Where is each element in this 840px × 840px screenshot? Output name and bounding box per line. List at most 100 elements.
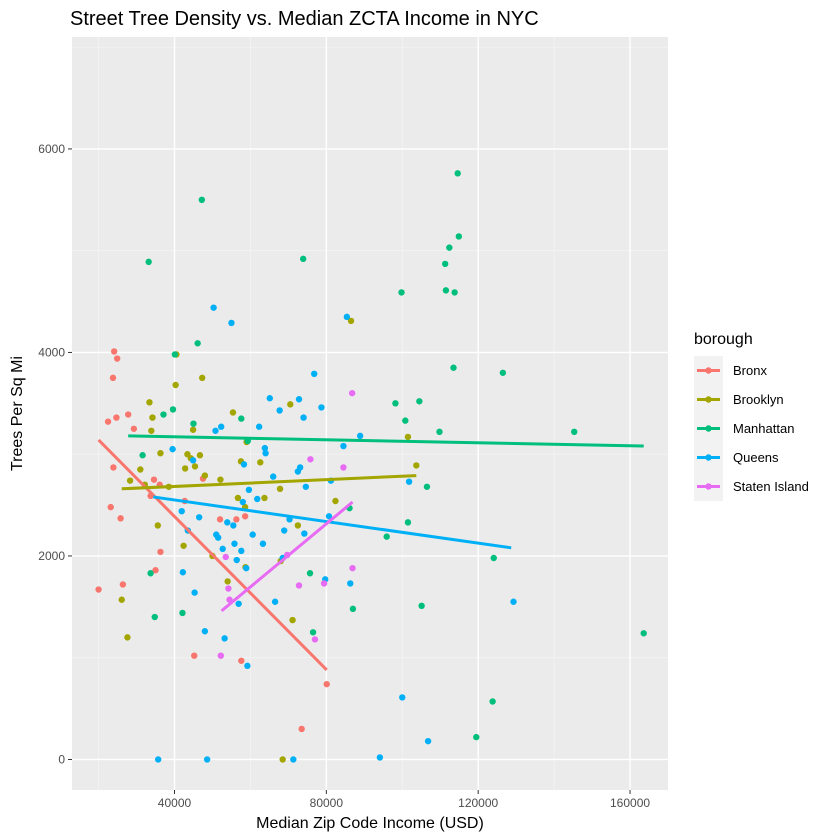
data-point <box>154 756 162 763</box>
data-point <box>110 464 117 471</box>
x-axis-ticks: 40000 80000 120000 160000 <box>158 790 650 810</box>
data-point <box>325 513 333 520</box>
trend-lines <box>97 434 644 671</box>
legend-key-point <box>705 425 712 432</box>
data-point <box>261 444 269 452</box>
data-point <box>234 494 242 502</box>
data-point <box>404 433 412 441</box>
data-point <box>340 442 347 450</box>
data-point <box>276 485 284 492</box>
data-point <box>301 530 308 537</box>
data-point <box>152 567 159 574</box>
data-point <box>224 578 231 585</box>
data-point <box>416 398 423 405</box>
data-point <box>169 445 176 453</box>
data-point <box>217 423 225 430</box>
data-point <box>147 570 154 577</box>
data-point <box>266 395 273 402</box>
data-point <box>118 596 125 603</box>
data-point <box>110 348 118 355</box>
data-point <box>214 534 222 541</box>
data-point <box>169 406 177 413</box>
data-point <box>137 466 144 473</box>
data-point <box>299 255 307 263</box>
data-point <box>302 483 310 490</box>
data-point <box>222 553 229 561</box>
data-point <box>289 616 296 624</box>
data-point <box>241 513 249 520</box>
data-point <box>199 374 206 382</box>
data-point <box>212 427 219 434</box>
data-point <box>311 636 319 643</box>
trend-line <box>128 434 644 448</box>
data-point <box>340 464 347 471</box>
y-tick-label: 6000 <box>38 142 65 156</box>
trend-line <box>220 500 354 613</box>
data-point <box>348 389 356 397</box>
data-point <box>399 694 406 701</box>
legend-key-point <box>705 454 712 461</box>
x-tick-label: 40000 <box>158 796 192 810</box>
data-point <box>418 602 425 610</box>
legend-label: Manhattan <box>733 421 794 436</box>
x-tick-label: 120000 <box>458 796 498 810</box>
data-point <box>119 581 127 588</box>
y-tick-label: 4000 <box>38 345 65 359</box>
data-point <box>217 476 224 483</box>
data-point <box>294 522 302 529</box>
data-point <box>257 459 264 466</box>
data-point <box>455 233 463 240</box>
data-point <box>191 463 199 470</box>
data-point <box>392 400 399 407</box>
data-point <box>239 498 247 506</box>
data-point <box>238 415 245 422</box>
data-point <box>640 630 647 637</box>
data-point <box>198 196 206 204</box>
data-point <box>306 570 314 577</box>
data-point <box>269 473 277 480</box>
data-point <box>441 260 449 268</box>
data-point <box>107 503 114 511</box>
data-point <box>298 725 305 733</box>
data-point <box>295 396 303 403</box>
data-point <box>332 497 339 505</box>
data-point <box>190 420 197 427</box>
legend-key-point <box>705 367 712 374</box>
data-point <box>510 598 517 605</box>
data-point <box>231 540 238 547</box>
data-point <box>310 370 318 378</box>
data-point <box>281 527 288 534</box>
data-point <box>238 657 245 664</box>
data-point <box>290 756 297 763</box>
data-point <box>233 556 240 564</box>
data-point <box>179 609 186 617</box>
data-point <box>499 369 507 376</box>
data-point <box>489 698 496 705</box>
x-tick-label: 160000 <box>610 796 650 810</box>
data-point <box>179 569 187 576</box>
data-point <box>181 465 189 472</box>
data-point <box>160 411 167 418</box>
data-point <box>216 516 224 523</box>
data-point <box>300 414 307 421</box>
data-point <box>276 407 283 414</box>
data-point <box>259 540 267 547</box>
data-point <box>145 258 152 266</box>
data-point <box>189 457 197 464</box>
legend-key-point <box>705 483 712 490</box>
data-point <box>413 462 420 469</box>
data-point <box>295 582 303 589</box>
data-point <box>249 531 256 538</box>
data-point <box>139 452 146 459</box>
data-point <box>113 355 121 362</box>
data-point <box>446 244 453 251</box>
data-point <box>196 452 204 459</box>
data-point <box>117 515 124 522</box>
data-point <box>238 547 245 555</box>
data-point <box>224 519 231 526</box>
data-point <box>225 585 232 592</box>
data-point <box>442 287 450 294</box>
major-gridlines <box>72 37 668 790</box>
data-point <box>490 554 497 562</box>
plot-panel <box>72 37 668 790</box>
